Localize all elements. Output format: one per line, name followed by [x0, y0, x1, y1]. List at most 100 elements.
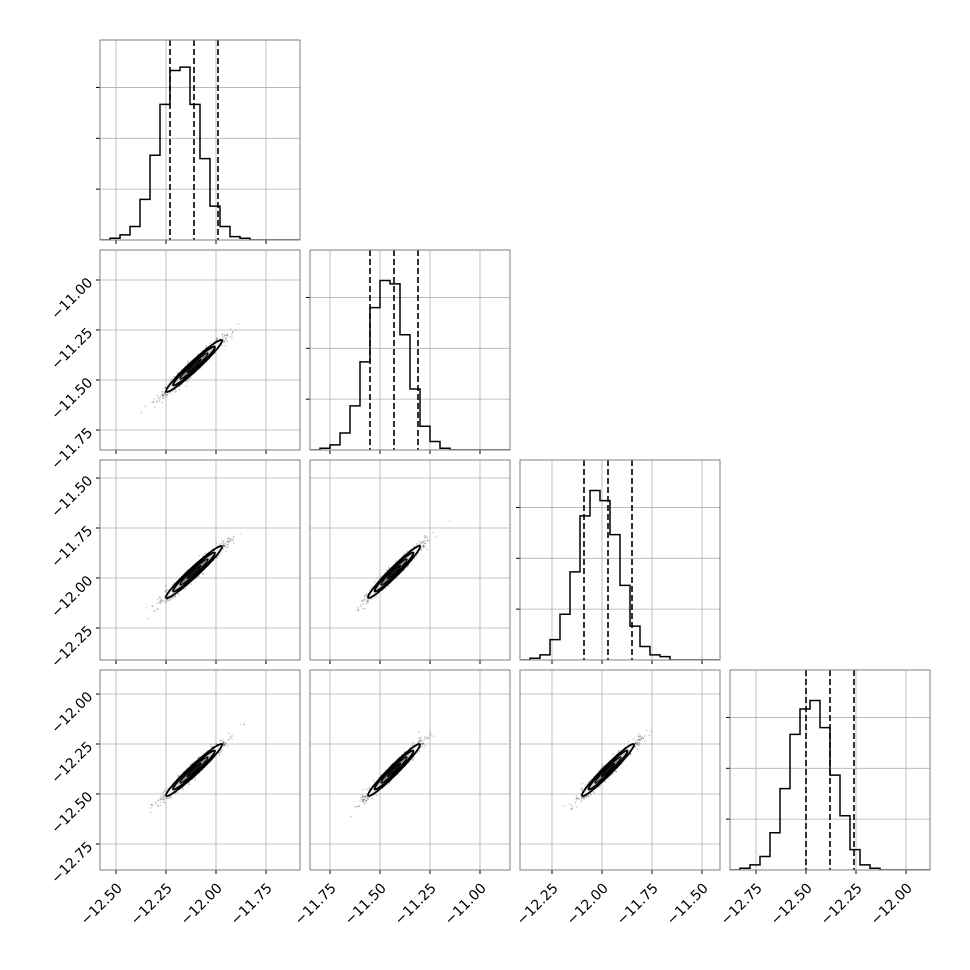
sample-point — [363, 599, 366, 601]
sample-point — [357, 609, 360, 611]
sample-point — [222, 336, 224, 338]
sample-point — [187, 378, 190, 381]
sample-point — [388, 567, 391, 569]
sample-point — [222, 340, 225, 342]
sample-point — [426, 539, 429, 542]
sample-point — [224, 344, 227, 347]
sample-point — [419, 541, 422, 544]
sample-point — [153, 397, 155, 400]
sample-point — [177, 774, 180, 776]
sample-point — [156, 608, 158, 610]
sample-point — [161, 393, 164, 395]
sample-point — [375, 595, 378, 597]
sample-point — [223, 544, 225, 547]
sample-point — [169, 599, 171, 602]
sample-point — [221, 333, 224, 335]
sample-point — [178, 594, 180, 596]
sample-point — [159, 797, 162, 799]
scatter-panel-p0-p3 — [96, 669, 301, 874]
sample-point — [158, 396, 161, 399]
sample-point — [160, 394, 163, 396]
sample-point — [198, 772, 201, 775]
sample-point — [222, 741, 225, 744]
sample-point — [167, 797, 169, 799]
sample-point — [183, 588, 185, 590]
panel-frame — [99, 39, 301, 241]
sample-point — [216, 337, 219, 340]
sample-point — [187, 361, 190, 364]
y-tick-label: −11.75 — [48, 523, 96, 571]
sample-point — [185, 385, 187, 387]
density-contour — [386, 564, 402, 580]
histogram-panel-p1 — [306, 249, 511, 454]
sample-point — [403, 552, 406, 554]
sample-point — [165, 589, 167, 592]
sample-point — [216, 338, 218, 341]
sample-point — [422, 545, 425, 548]
sample-point — [198, 555, 200, 557]
sample-point — [169, 380, 172, 382]
sample-point — [158, 596, 161, 598]
sample-point — [422, 541, 425, 543]
histogram-step-line — [310, 279, 510, 450]
sample-point — [227, 732, 230, 734]
sample-point — [226, 540, 229, 543]
sample-point — [406, 550, 409, 553]
sample-point — [159, 398, 161, 401]
sample-point — [163, 397, 165, 400]
sample-point — [221, 344, 223, 347]
sample-point — [422, 544, 425, 547]
sample-point — [222, 540, 225, 543]
sample-point — [165, 590, 168, 592]
sample-point — [163, 392, 166, 395]
sample-point — [356, 607, 359, 609]
sample-point — [157, 608, 160, 610]
sample-point — [222, 541, 225, 543]
sample-point — [159, 396, 162, 398]
sample-point — [221, 539, 223, 542]
histogram-panel-p0 — [96, 39, 301, 244]
sample-point — [228, 537, 230, 539]
sample-point — [161, 394, 164, 396]
sample-point — [223, 335, 226, 337]
density-contour — [186, 564, 202, 580]
sample-point — [231, 337, 233, 339]
sample-point — [224, 544, 227, 546]
sample-point — [166, 589, 169, 591]
sample-point — [372, 585, 374, 588]
sample-point — [160, 797, 163, 799]
sample-point — [424, 545, 426, 548]
sample-point — [229, 540, 231, 543]
sample-point — [162, 795, 165, 798]
sample-point — [231, 539, 234, 541]
scatter-panel-p0-p2 — [96, 459, 301, 664]
sample-point — [169, 392, 172, 395]
sample-point — [186, 362, 189, 365]
sample-point — [226, 334, 229, 337]
sample-point — [177, 592, 179, 595]
sample-point — [412, 546, 415, 548]
sample-point — [156, 394, 159, 397]
sample-point — [426, 537, 429, 539]
sample-point — [164, 790, 166, 792]
sample-point — [162, 391, 165, 393]
sample-point — [424, 539, 426, 542]
sample-point — [423, 534, 426, 537]
sample-point — [224, 334, 226, 337]
sample-point — [184, 587, 187, 590]
sample-point — [420, 542, 423, 544]
sample-point — [357, 608, 359, 611]
sample-point — [226, 543, 229, 546]
sample-point — [172, 596, 174, 599]
sample-point — [365, 593, 368, 596]
sample-point — [162, 600, 165, 602]
sample-point — [159, 798, 162, 801]
sample-point — [226, 540, 228, 543]
scatter-panel-p1-p2 — [309, 459, 511, 664]
sample-point — [365, 598, 367, 600]
sample-point — [220, 750, 223, 752]
sample-point — [163, 392, 166, 394]
sample-point — [385, 587, 387, 590]
sample-point — [197, 756, 200, 758]
density-contour — [186, 358, 202, 374]
